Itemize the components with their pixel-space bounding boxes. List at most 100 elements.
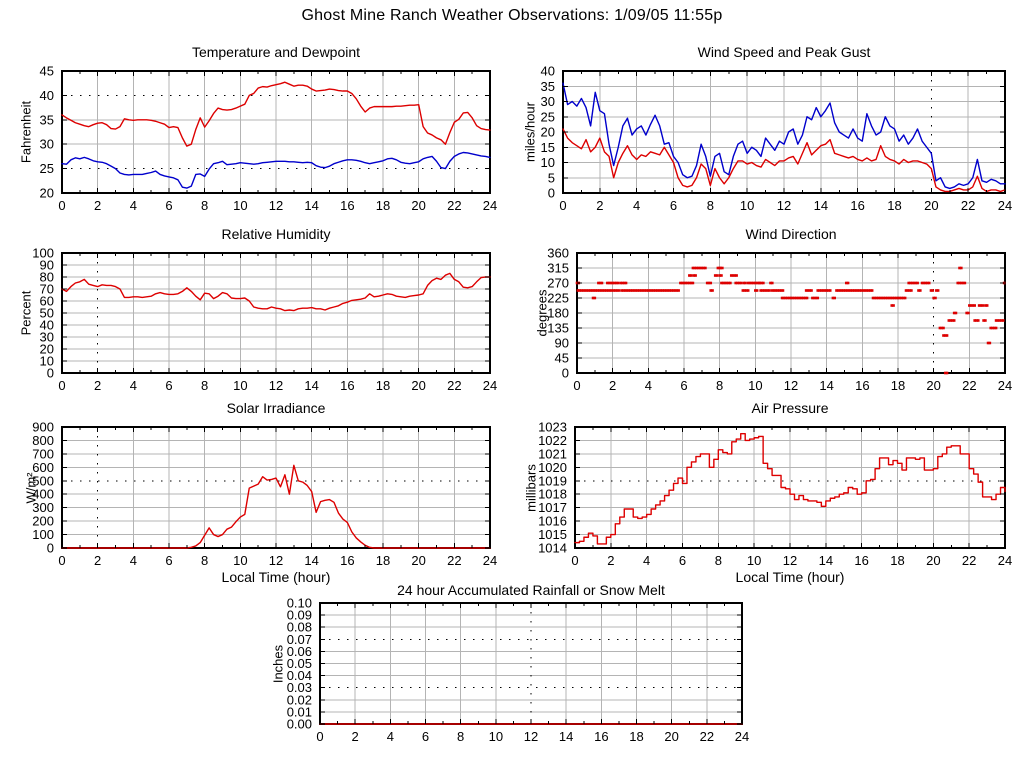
- svg-text:700: 700: [32, 446, 54, 461]
- svg-text:14: 14: [559, 729, 573, 744]
- svg-text:360: 360: [547, 246, 569, 261]
- tick-marks: [562, 70, 1006, 194]
- chart-title: 24 hour Accumulated Rainfall or Snow Mel…: [397, 582, 665, 598]
- svg-text:8: 8: [715, 553, 722, 568]
- chart-relative-humidity: Relative Humidity Percent 0 2 4 6 8 10 12 14 16 1…: [19, 226, 498, 394]
- svg-text:22: 22: [447, 553, 461, 568]
- svg-text:18: 18: [890, 553, 904, 568]
- svg-text:0.07: 0.07: [287, 632, 312, 647]
- x-axis-label: Local Time (hour): [735, 569, 845, 585]
- svg-text:1018: 1018: [538, 487, 567, 502]
- svg-text:30: 30: [40, 330, 54, 345]
- chart-solar-irradiance: Solar Irradiance W/m² 0 2 4 6 8 10 12 14 16 18 20 2…: [24, 400, 498, 585]
- svg-text:16: 16: [594, 729, 608, 744]
- svg-text:1017: 1017: [538, 500, 567, 515]
- svg-text:0: 0: [58, 378, 65, 393]
- chart-rainfall: 24 hour Accumulated Rainfall or Snow Mel…: [271, 582, 750, 745]
- y-axis-label: miles/hour: [522, 102, 538, 162]
- svg-text:16: 16: [850, 198, 864, 213]
- svg-text:1020: 1020: [538, 460, 567, 475]
- svg-text:315: 315: [547, 261, 569, 276]
- air-pressure-line: [574, 433, 1006, 545]
- svg-text:180: 180: [547, 306, 569, 321]
- tick-marks: [574, 426, 1006, 549]
- chart-title: Solar Irradiance: [226, 400, 326, 416]
- svg-text:6: 6: [165, 198, 172, 213]
- svg-text:12: 12: [269, 198, 283, 213]
- relative-humidity-line: [61, 272, 491, 312]
- svg-text:18: 18: [376, 198, 390, 213]
- svg-text:45: 45: [40, 64, 54, 79]
- svg-text:0.04: 0.04: [287, 668, 312, 683]
- svg-text:0: 0: [571, 553, 578, 568]
- svg-text:16: 16: [340, 378, 354, 393]
- svg-text:4: 4: [130, 378, 137, 393]
- svg-text:0.02: 0.02: [287, 692, 312, 707]
- svg-text:20: 20: [541, 125, 555, 140]
- relative-humidity-plot: 0 2 4 6 8 10 12 14 16 18 20 22 240102030405060708090…: [32, 246, 497, 394]
- svg-text:1015: 1015: [538, 527, 567, 542]
- svg-text:25: 25: [40, 161, 54, 176]
- svg-text:12: 12: [777, 198, 791, 213]
- page-title: Ghost Mine Ranch Weather Observations: 1…: [301, 7, 723, 24]
- svg-text:0.08: 0.08: [287, 620, 312, 635]
- svg-text:50: 50: [40, 306, 54, 321]
- y-axis-label: Inches: [270, 644, 286, 683]
- svg-text:20: 20: [411, 553, 425, 568]
- svg-text:100: 100: [32, 527, 54, 542]
- svg-text:100: 100: [32, 246, 54, 261]
- svg-text:300: 300: [32, 500, 54, 515]
- svg-text:0: 0: [562, 366, 569, 381]
- svg-text:24: 24: [998, 198, 1012, 213]
- svg-text:12: 12: [524, 729, 538, 744]
- svg-text:40: 40: [40, 88, 54, 103]
- svg-text:4: 4: [130, 553, 137, 568]
- svg-text:25: 25: [541, 109, 555, 124]
- svg-text:24: 24: [483, 198, 497, 213]
- svg-text:0: 0: [47, 366, 54, 381]
- chart-title: Relative Humidity: [221, 226, 331, 242]
- svg-text:1022: 1022: [538, 433, 567, 448]
- svg-text:18: 18: [629, 729, 643, 744]
- svg-text:14: 14: [819, 378, 833, 393]
- svg-text:40: 40: [541, 64, 555, 79]
- svg-text:1021: 1021: [538, 446, 567, 461]
- svg-text:8: 8: [201, 198, 208, 213]
- svg-text:18: 18: [891, 378, 905, 393]
- svg-text:20: 20: [40, 342, 54, 357]
- svg-text:8: 8: [457, 729, 464, 744]
- svg-text:20: 20: [40, 186, 54, 201]
- svg-text:20: 20: [926, 553, 940, 568]
- svg-text:22: 22: [447, 198, 461, 213]
- temperature-line: [61, 81, 491, 147]
- solar-irradiance-plot: 0 2 4 6 8 10 12 14 16 18 20 22 240100200300400500600…: [32, 420, 497, 569]
- svg-text:10: 10: [740, 198, 754, 213]
- y-axis-label: Percent: [18, 290, 34, 336]
- rainfall-plot: 0 2 4 6 8 10 12 14 16 18 20 22 240.000.010.020.030.0…: [287, 596, 750, 745]
- svg-text:35: 35: [541, 79, 555, 94]
- svg-text:800: 800: [32, 433, 54, 448]
- svg-text:2: 2: [596, 198, 603, 213]
- chart-wind-direction: Wind Direction degrees 0 2 4 6 8 10 12 14 16 18 20…: [535, 226, 1013, 393]
- svg-text:60: 60: [40, 294, 54, 309]
- svg-text:2: 2: [94, 553, 101, 568]
- svg-text:10: 10: [233, 553, 247, 568]
- chart-title: Wind Direction: [745, 226, 837, 242]
- svg-text:0: 0: [559, 198, 566, 213]
- svg-text:14: 14: [814, 198, 828, 213]
- svg-text:1019: 1019: [538, 473, 567, 488]
- svg-text:0.09: 0.09: [287, 608, 312, 623]
- svg-text:22: 22: [962, 378, 976, 393]
- svg-text:0.06: 0.06: [287, 644, 312, 659]
- svg-text:5: 5: [548, 170, 555, 185]
- svg-text:90: 90: [555, 336, 569, 351]
- grid: [62, 427, 490, 548]
- svg-text:270: 270: [547, 276, 569, 291]
- svg-text:10: 10: [747, 553, 761, 568]
- tick-labels: 0 2 4 6 8 10 12 14 16 18 20 22 241014101510161017101…: [538, 420, 1012, 569]
- svg-text:22: 22: [961, 198, 975, 213]
